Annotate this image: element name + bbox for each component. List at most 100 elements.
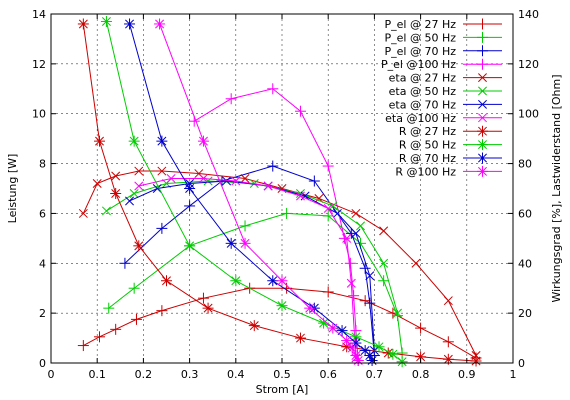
data-point [239, 220, 251, 232]
legend-marker [478, 73, 487, 83]
data-point [77, 340, 89, 352]
legend-label: eta @ 70 Hz [389, 98, 457, 111]
series-3 [119, 160, 380, 362]
legend-marker [478, 99, 487, 109]
data-point [225, 93, 237, 105]
x-tick-label: 0.3 [181, 368, 199, 381]
data-point [294, 105, 306, 117]
y2-tick-label: 60 [518, 207, 532, 220]
y2-tick-label: 120 [518, 58, 539, 71]
y-tick-label: 14 [32, 8, 46, 21]
x-tick-label: 0.1 [88, 368, 106, 381]
data-point [281, 207, 293, 219]
y-tick-label: 12 [32, 58, 46, 71]
data-point [393, 308, 402, 318]
legend-item: P_el @ 50 Hz [385, 31, 502, 44]
legend-item: P_el @100 Hz [381, 58, 502, 71]
legend-item: eta @ 50 Hz [389, 85, 502, 98]
data-point [359, 295, 371, 307]
y-tick-label: 8 [39, 158, 46, 171]
data-point [101, 206, 111, 216]
series-8 [134, 174, 361, 363]
data-point [157, 166, 167, 176]
data-point [184, 200, 196, 212]
data-point [152, 184, 162, 193]
x-tick-label: 1 [510, 368, 517, 381]
series-line [82, 170, 477, 356]
data-point [411, 258, 421, 268]
data-point [387, 348, 399, 360]
y-axis-title: Leistung [W] [6, 154, 19, 224]
series-line [124, 165, 375, 356]
data-point [332, 208, 342, 218]
data-point [296, 191, 305, 201]
y2-tick-label: 40 [518, 257, 532, 270]
y2-tick-label: 100 [518, 108, 539, 121]
series-4 [188, 83, 364, 367]
series-line [138, 178, 357, 359]
data-point [197, 292, 209, 304]
x-tick-label: 0 [48, 368, 55, 381]
data-point [94, 135, 106, 147]
data-point [378, 275, 390, 287]
y-tick-label: 4 [39, 257, 46, 270]
data-point [128, 282, 140, 294]
x-tick-label: 0.8 [412, 368, 430, 381]
y-tick-label: 2 [39, 307, 46, 320]
data-point [379, 226, 389, 236]
legend-item: R @ 70 Hz [399, 152, 502, 165]
y2-tick-label: 20 [518, 307, 532, 320]
data-point [103, 302, 115, 314]
legend-label: P_el @ 50 Hz [385, 31, 457, 44]
data-point [323, 203, 333, 213]
x-tick-label: 0.4 [227, 368, 245, 381]
data-point [154, 18, 166, 30]
legend-marker [477, 45, 488, 57]
y2-tick-label: 140 [518, 8, 539, 21]
data-point [110, 187, 122, 199]
plot-area [77, 15, 482, 368]
legend-label: eta @100 Hz [385, 112, 456, 125]
data-point [133, 240, 145, 252]
legend-item: P_el @ 27 Hz [385, 18, 502, 31]
legend-label: eta @ 27 Hz [389, 72, 457, 85]
data-point [240, 174, 250, 184]
data-point [100, 15, 112, 27]
legend-marker [478, 86, 487, 96]
data-point [197, 135, 209, 147]
data-point [351, 228, 361, 238]
series-line [159, 23, 359, 361]
data-point [443, 296, 453, 306]
data-point [352, 355, 364, 367]
data-point [119, 257, 131, 269]
legend-marker [477, 58, 488, 70]
legend-item: eta @100 Hz [385, 112, 502, 125]
series-line [129, 23, 373, 361]
data-point [225, 237, 237, 249]
x-tick-label: 0.9 [458, 368, 476, 381]
series-5 [78, 166, 481, 360]
y-tick-label: 0 [39, 357, 46, 370]
y2-tick-label: 80 [518, 158, 532, 171]
data-point [77, 18, 89, 30]
data-point [267, 160, 279, 172]
data-point [239, 237, 251, 249]
series-9 [77, 18, 482, 367]
data-point [134, 181, 144, 191]
data-point [276, 275, 288, 287]
legend-item: R @100 Hz [395, 165, 502, 178]
legend-item: P_el @ 70 Hz [385, 45, 502, 58]
data-point [267, 275, 279, 287]
data-point [129, 189, 139, 198]
legend-marker [477, 18, 488, 30]
data-point [134, 166, 144, 176]
data-point [111, 171, 121, 181]
data-point [346, 278, 356, 288]
data-point [308, 175, 320, 187]
data-point [351, 208, 361, 218]
data-point [276, 300, 288, 312]
data-point [110, 323, 122, 335]
data-point [336, 325, 348, 337]
x-tick-label: 0.2 [135, 368, 153, 381]
legend-label: R @ 27 Hz [399, 125, 456, 138]
